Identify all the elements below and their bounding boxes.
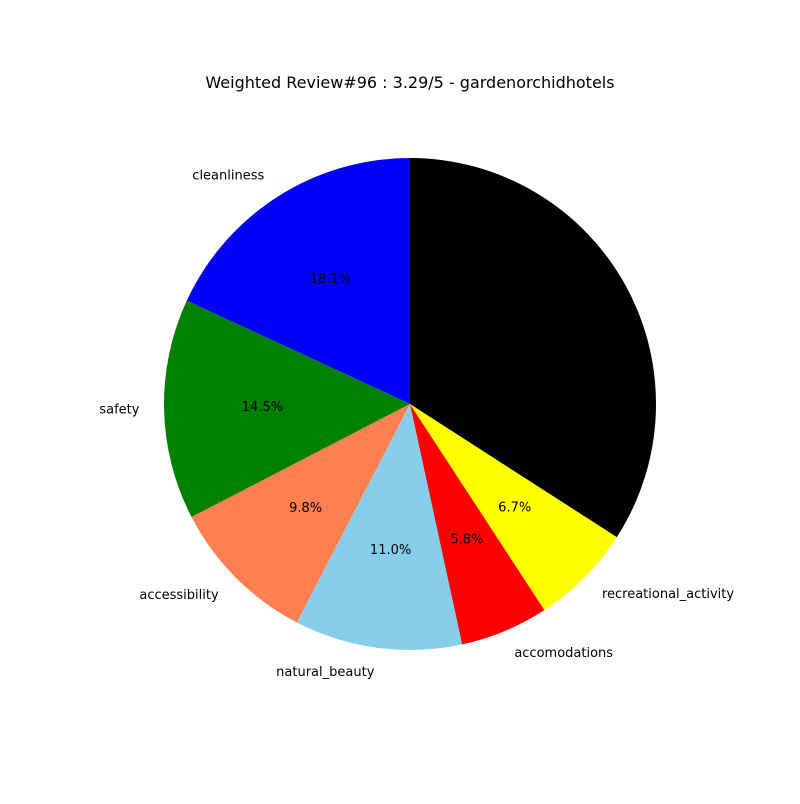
chart-title: Weighted Review#96 : 3.29/5 - gardenorch… (205, 73, 614, 92)
slice-label-accomodations: accomodations (514, 646, 613, 661)
percent-label-accessibility: 9.8% (289, 501, 322, 516)
percent-label-accomodations: 5.8% (450, 533, 483, 548)
percent-label-recreational_activity: 6.7% (498, 501, 531, 516)
slice-labels: cleanliness safety accessibility natural_be… (99, 168, 734, 679)
percent-labels: 18.1% 14.5% 9.8% 11.0% 5.8% 6.7% (242, 272, 531, 558)
pie-slice-safety (164, 300, 410, 518)
pie-slice-accomodations (410, 404, 545, 645)
slice-label-safety: safety (99, 402, 139, 417)
pie-slice-cleanliness (186, 158, 410, 404)
slice-label-recreational_activity: recreational_activity (602, 587, 734, 602)
pie-slice-recreational_activity (410, 404, 617, 611)
slice-label-natural_beauty: natural_beauty (276, 665, 375, 680)
slice-label-accessibility: accessibility (139, 588, 219, 603)
pie-slice-unlabeled-6 (410, 158, 657, 538)
percent-label-cleanliness: 18.1% (310, 272, 351, 287)
percent-label-natural_beauty: 11.0% (370, 543, 411, 558)
percent-label-safety: 14.5% (242, 400, 283, 415)
slice-label-cleanliness: cleanliness (192, 168, 264, 183)
pie-slices (164, 158, 657, 651)
pie-slice-natural_beauty (296, 404, 463, 651)
pie-slice-accessibility (191, 404, 410, 623)
